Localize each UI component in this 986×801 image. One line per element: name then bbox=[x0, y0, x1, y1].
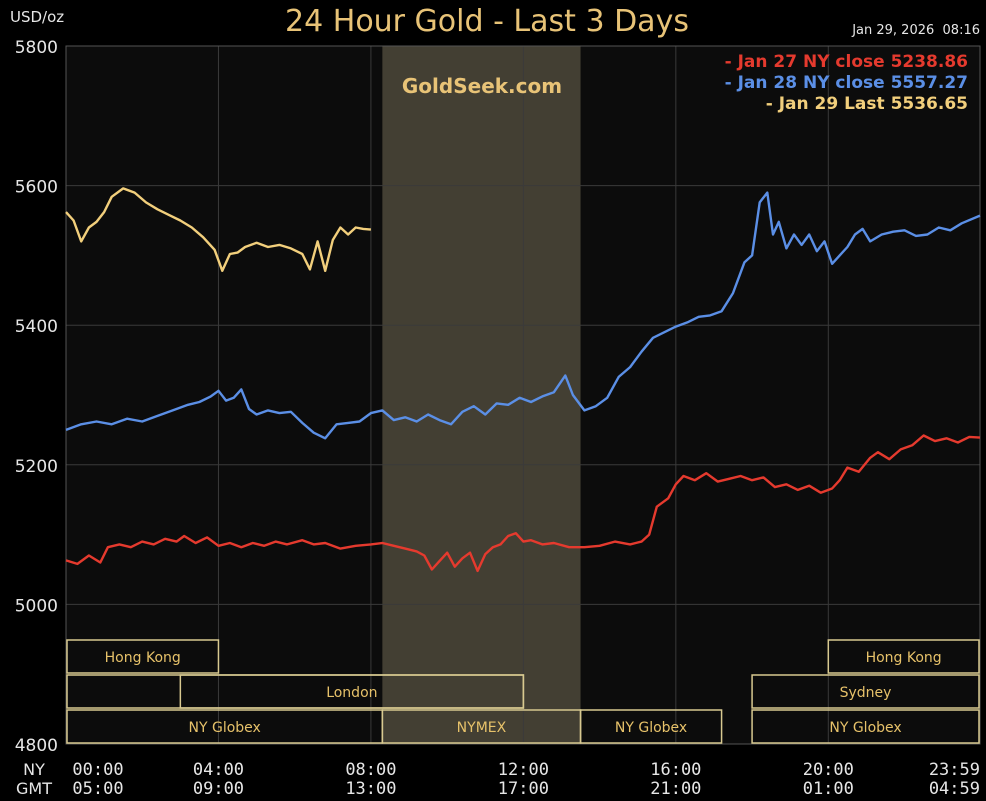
market-box bbox=[579, 709, 723, 744]
market-box bbox=[751, 709, 980, 744]
x-tick-label-ny: 20:00 bbox=[803, 760, 854, 780]
legend-entry: - Jan 29 Last 5536.65 bbox=[766, 94, 968, 114]
market-label: NY Globex bbox=[615, 720, 687, 736]
market-box bbox=[751, 674, 980, 709]
y-axis: 4800 5000 5200 5400 5600 5800 bbox=[15, 38, 58, 756]
market-label: NY Globex bbox=[829, 720, 901, 736]
y-tick-label: 4800 bbox=[15, 736, 58, 756]
x-tick-label-ny: 12:00 bbox=[498, 760, 549, 780]
y-tick-label: 5200 bbox=[15, 457, 58, 477]
x-tick-label-gmt: 05:00 bbox=[72, 779, 123, 799]
nymex-session-shade bbox=[382, 46, 581, 744]
legend-entry: - Jan 28 NY close 5557.27 bbox=[725, 73, 968, 93]
legend: - Jan 27 NY close 5238.86- Jan 28 NY clo… bbox=[725, 52, 968, 114]
y-tick-label: 5600 bbox=[15, 178, 58, 198]
y-tick-label: 5400 bbox=[15, 317, 58, 337]
unit-label: USD/oz bbox=[10, 8, 64, 26]
market-label: Hong Kong bbox=[105, 650, 181, 666]
market-label: London bbox=[326, 685, 377, 701]
x-tick-label-gmt: 21:00 bbox=[650, 779, 701, 799]
series-line bbox=[65, 434, 981, 573]
series-line bbox=[65, 187, 372, 272]
y-tick-label: 5000 bbox=[15, 596, 58, 616]
market-boxes: Hong Kong Hong Kong London Sydney NY Globex N… bbox=[66, 639, 980, 744]
gmt-row-label: GMT bbox=[16, 779, 52, 798]
market-box bbox=[827, 639, 980, 674]
x-tick-label-ny: 23:59 bbox=[929, 760, 980, 780]
series-line bbox=[65, 191, 981, 440]
legend-entry: - Jan 27 NY close 5238.86 bbox=[725, 52, 968, 72]
chart-title: 24 Hour Gold - Last 3 Days bbox=[285, 4, 689, 39]
market-label: Sydney bbox=[840, 685, 892, 701]
x-tick-label-gmt: 17:00 bbox=[498, 779, 549, 799]
x-tick-label-gmt: 01:00 bbox=[803, 779, 854, 799]
watermark: GoldSeek.com bbox=[402, 74, 562, 98]
ny-row-label: NY bbox=[23, 760, 45, 779]
plot-frame bbox=[65, 45, 981, 745]
x-tick-label-gmt: 09:00 bbox=[193, 779, 244, 799]
y-tick-label: 5800 bbox=[15, 38, 58, 58]
market-box-london-inner bbox=[179, 674, 525, 709]
market-label: Hong Kong bbox=[866, 650, 942, 666]
grid-lines bbox=[65, 45, 981, 745]
market-label: NY Globex bbox=[189, 720, 261, 736]
x-tick-label-gmt: 04:59 bbox=[929, 779, 980, 799]
market-label: NYMEX bbox=[457, 720, 507, 736]
x-tick-label-gmt: 13:00 bbox=[345, 779, 396, 799]
x-tick-label-ny: 16:00 bbox=[650, 760, 701, 780]
x-tick-label-ny: 04:00 bbox=[193, 760, 244, 780]
market-box bbox=[66, 639, 220, 674]
x-tick-label-ny: 08:00 bbox=[345, 760, 396, 780]
timestamp: Jan 29, 2026 08:16 bbox=[851, 23, 980, 38]
x-tick-label-ny: 00:00 bbox=[72, 760, 123, 780]
price-lines bbox=[65, 187, 981, 573]
